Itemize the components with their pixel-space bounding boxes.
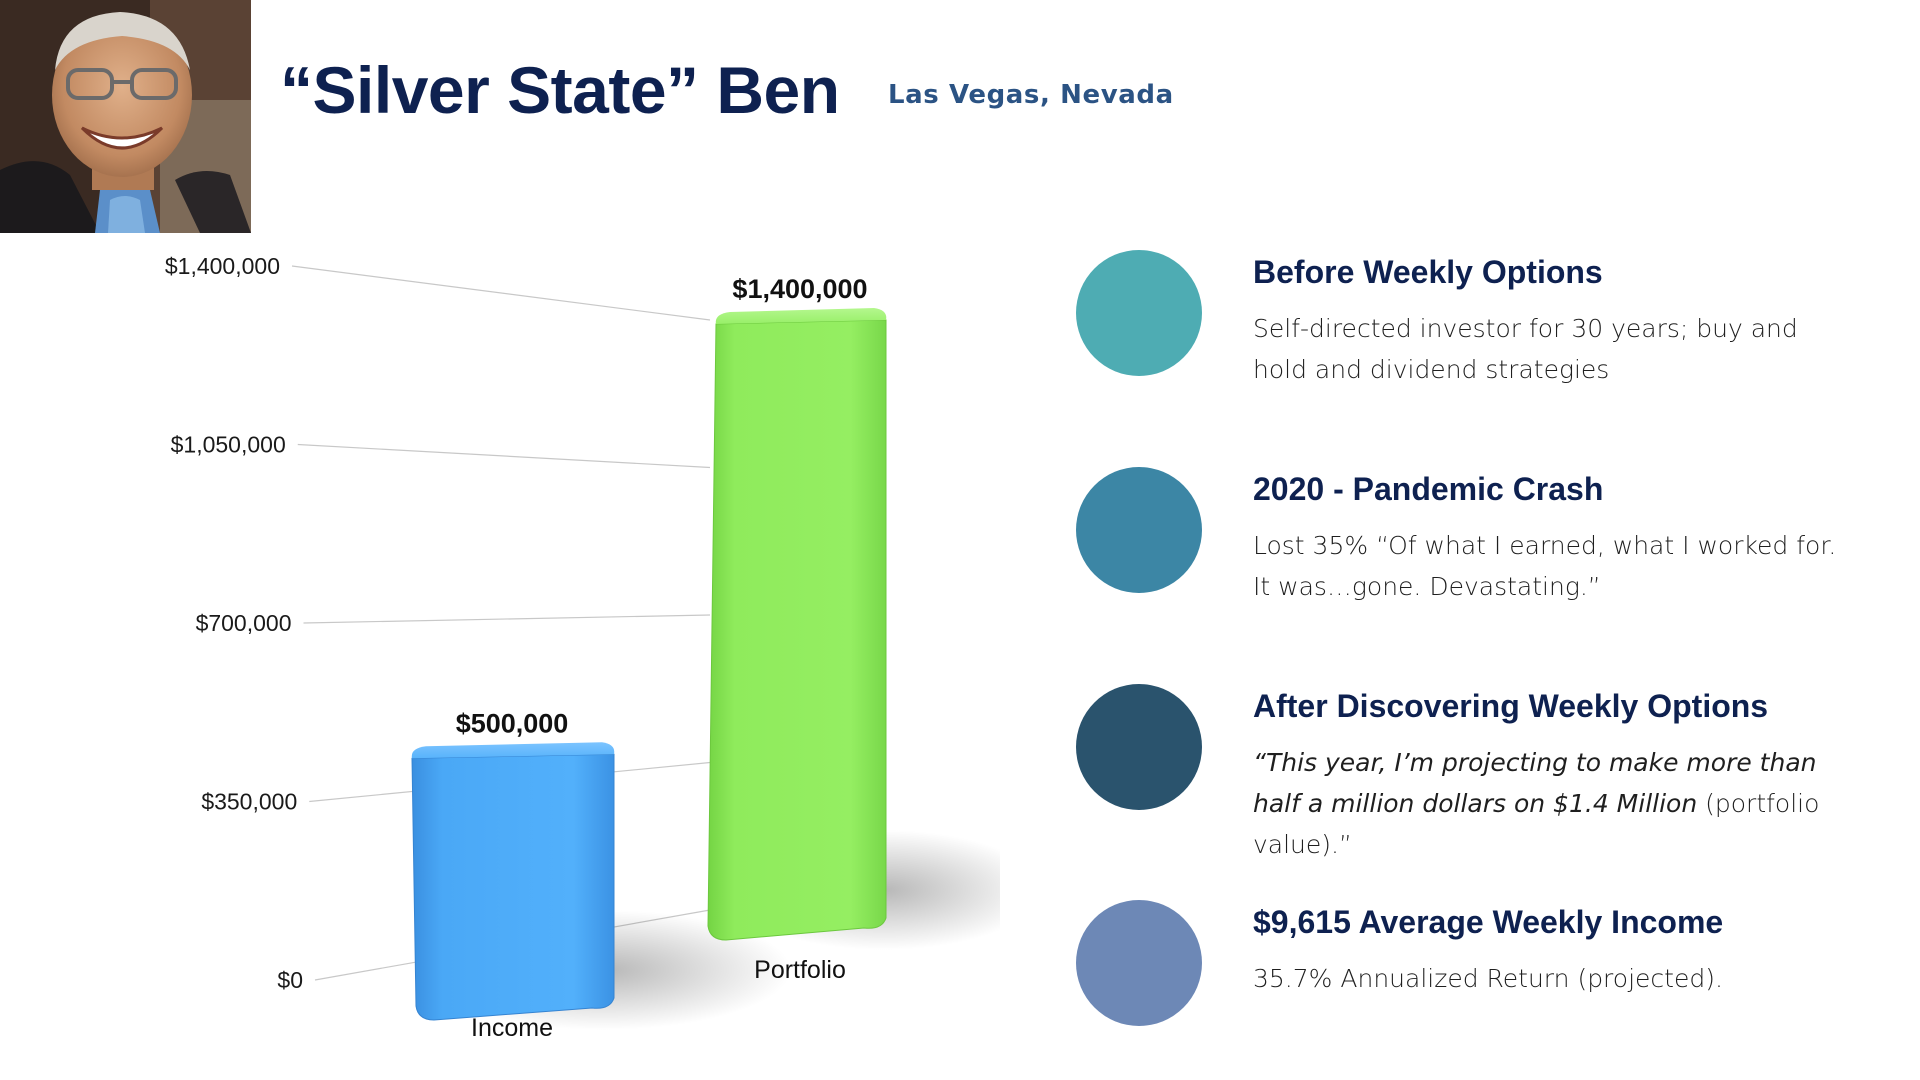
- timeline-body: Self-directed investor for 30 years; buy…: [1253, 308, 1843, 390]
- timeline-quote: “This year, I’m projecting to make more …: [1253, 748, 1817, 818]
- timeline-body-text: Lost 35% “Of what I earned, what I worke…: [1253, 531, 1837, 601]
- data-label: $1,400,000: [732, 274, 867, 304]
- page-title: “Silver State” Ben: [280, 53, 840, 127]
- chart-canvas: $0 $350,000 $700,000 $1,050,000 $1,400,000 $5…: [165, 253, 1043, 1042]
- y-tick-label: $700,000: [196, 610, 292, 636]
- location-subtitle: Las Vegas, Nevada: [888, 80, 1174, 110]
- timeline-body-text: 35.7% Annualized Return (projected).: [1253, 964, 1723, 993]
- y-tick-label: $350,000: [201, 789, 297, 815]
- x-tick-label: Income: [471, 1014, 553, 1042]
- x-tick-label: Portfolio: [754, 956, 846, 984]
- data-label: $500,000: [456, 708, 569, 738]
- timeline-dot: [1076, 684, 1202, 810]
- bar-income-top: [411, 742, 615, 759]
- timeline-heading: $9,615 Average Weekly Income: [1253, 904, 1724, 940]
- timeline-heading: Before Weekly Options: [1253, 254, 1603, 290]
- y-tick-label: $1,400,000: [165, 253, 280, 279]
- timeline-dot: [1076, 250, 1202, 376]
- gridline: [297, 443, 711, 469]
- timeline-body: “This year, I’m projecting to make more …: [1253, 742, 1843, 865]
- timeline-body: 35.7% Annualized Return (projected).: [1253, 958, 1843, 999]
- bar-chart: $0 $350,000 $700,000 $1,050,000 $1,400,000 $5…: [0, 230, 1043, 1060]
- portrait-photo: [0, 0, 251, 233]
- gridline: [303, 614, 711, 624]
- gridline: [291, 265, 711, 321]
- timeline-body-text: (portfolio value).”: [1253, 789, 1820, 859]
- bar-portfolio: [707, 319, 887, 941]
- y-tick-label: $0: [277, 967, 303, 993]
- bar-portfolio-top: [715, 308, 887, 324]
- timeline-body: Lost 35% “Of what I earned, what I worke…: [1253, 525, 1843, 607]
- timeline-dot: [1076, 900, 1202, 1026]
- timeline-heading: After Discovering Weekly Options: [1253, 688, 1769, 724]
- timeline-dot: [1076, 467, 1202, 593]
- bar-income: [411, 753, 615, 1021]
- timeline-heading: 2020 - Pandemic Crash: [1253, 471, 1604, 507]
- y-tick-label: $1,050,000: [171, 432, 286, 458]
- timeline-body-text: Self-directed investor for 30 years; buy…: [1253, 314, 1798, 384]
